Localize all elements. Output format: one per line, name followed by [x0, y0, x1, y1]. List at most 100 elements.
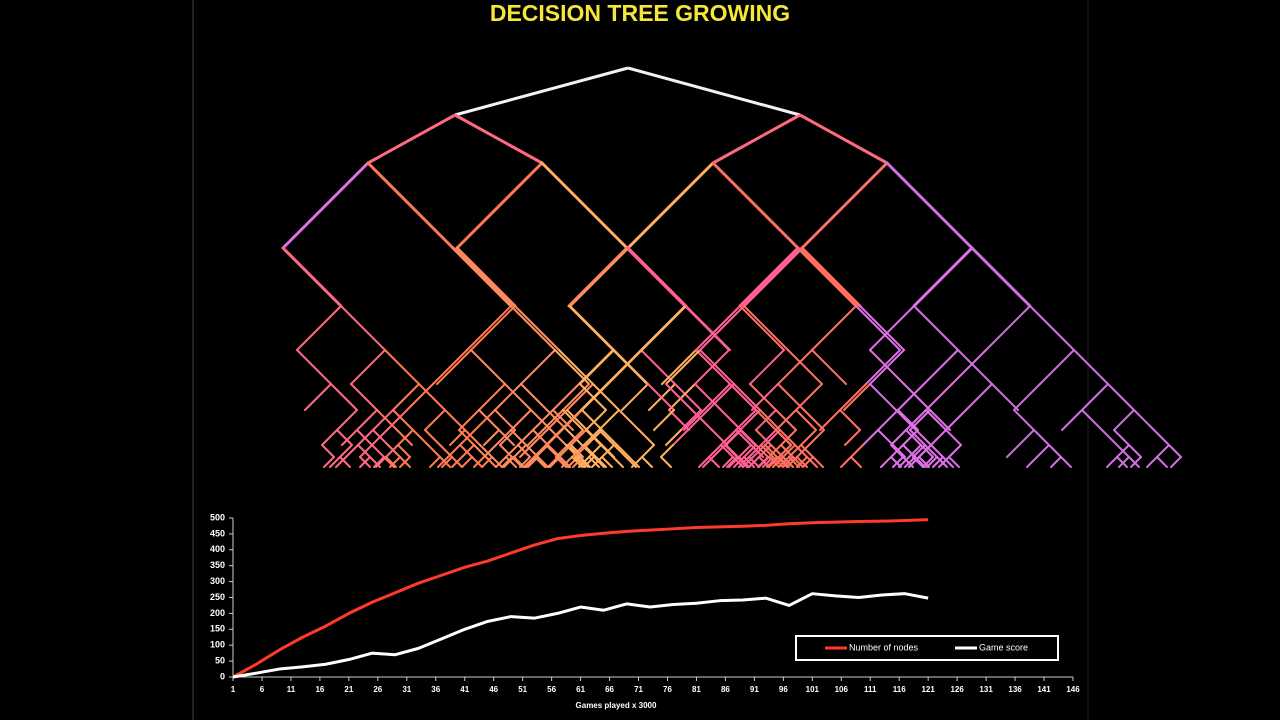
tree-branch — [499, 444, 513, 458]
tree-branch — [552, 409, 574, 431]
tree-branch — [902, 456, 914, 468]
tree-branch — [748, 444, 762, 458]
tree-branch — [612, 456, 624, 468]
tree-branch — [357, 444, 371, 458]
tree-branch — [491, 456, 503, 468]
y-tick-label: 350 — [210, 560, 225, 570]
tree-branch — [909, 429, 926, 446]
tree-branch — [748, 456, 760, 468]
tree-branch — [1170, 456, 1182, 468]
tree-branch — [735, 409, 757, 431]
tree-branch — [1101, 429, 1118, 446]
tree-branch — [461, 444, 475, 458]
tree-branch — [1073, 349, 1109, 385]
tree-branch — [386, 409, 408, 431]
tree-branch — [473, 444, 487, 458]
tree-branch — [850, 444, 864, 458]
tree-branch — [908, 444, 922, 458]
tree-branch — [572, 456, 584, 468]
tree-branch — [481, 456, 493, 468]
tree-branch — [371, 429, 388, 446]
x-tick-label: 16 — [315, 685, 324, 694]
tree-branch — [759, 409, 781, 431]
tree-branch — [707, 383, 735, 411]
tree-branch — [335, 456, 347, 468]
tree-branch — [418, 383, 446, 411]
tree-branch — [844, 429, 861, 446]
tree-branch — [601, 456, 613, 468]
legend-label: Number of nodes — [849, 642, 919, 652]
tree-branch — [552, 383, 580, 411]
tree-branch — [570, 429, 587, 446]
tree-branch — [517, 444, 531, 458]
x-tick-label: 46 — [489, 685, 498, 694]
tree-branch — [890, 429, 907, 446]
x-axis-label: Games played x 3000 — [576, 701, 657, 710]
tree-branch — [498, 429, 515, 446]
tree-branch — [708, 444, 722, 458]
tree-branch — [1156, 444, 1170, 458]
tree-branch — [665, 349, 701, 385]
tree-branch — [691, 409, 713, 431]
tree — [281, 66, 1182, 468]
tree-branch — [702, 456, 714, 468]
tree-branch — [775, 409, 797, 431]
tree-branch — [711, 429, 728, 446]
x-tick-label: 41 — [460, 685, 469, 694]
tree-branch — [877, 409, 899, 431]
tree-branch — [913, 305, 959, 351]
tree-branch — [296, 349, 332, 385]
tree-branch — [660, 444, 674, 458]
tree-branch — [1018, 429, 1035, 446]
tree-branch — [800, 429, 817, 446]
tree-branch — [474, 409, 496, 431]
tree-branch — [970, 246, 1032, 308]
x-tick-label: 71 — [634, 685, 643, 694]
tree-branch — [904, 456, 916, 468]
tree-branch — [653, 409, 675, 431]
tree-branch — [897, 383, 925, 411]
tree-branch — [470, 349, 506, 385]
tree-branch — [903, 383, 931, 411]
tree-branch — [699, 349, 735, 385]
tree-branch — [341, 429, 358, 446]
tree-branch — [698, 456, 710, 468]
tree-branch — [574, 444, 588, 458]
legend-label: Game score — [979, 642, 1028, 652]
tree-branch — [905, 429, 922, 446]
tree-branch — [819, 409, 841, 431]
tree-branch — [905, 409, 927, 431]
tree-branch — [613, 349, 649, 385]
x-tick-label: 91 — [750, 685, 759, 694]
tree-branch — [505, 444, 519, 458]
tree-branch — [923, 349, 959, 385]
tree-branch — [626, 246, 688, 308]
tree-branch — [412, 429, 429, 446]
tree-branch — [699, 305, 745, 351]
tree-branch — [922, 456, 934, 468]
tree-branch — [985, 305, 1031, 351]
tree-branch — [1153, 429, 1170, 446]
tree-branch — [660, 456, 672, 468]
tree-branch — [902, 444, 916, 458]
tree-branch — [777, 349, 813, 385]
tree-branch — [281, 161, 370, 250]
tree-branch — [424, 429, 441, 446]
tree-branch — [359, 444, 373, 458]
tree-branch — [795, 409, 817, 431]
tree-branch — [912, 246, 974, 308]
tree-branch — [991, 383, 1019, 411]
tree-branch — [345, 444, 359, 458]
tree-branch — [739, 409, 761, 431]
tree-branch — [581, 409, 603, 431]
tree-branch — [918, 444, 932, 458]
tree-branch — [733, 383, 761, 411]
tree-branch — [520, 349, 556, 385]
tree-branch — [712, 113, 801, 165]
tree-branch — [371, 444, 385, 458]
tree-branch — [579, 349, 615, 385]
tree-branch — [532, 429, 549, 446]
tree-branch — [384, 349, 420, 385]
